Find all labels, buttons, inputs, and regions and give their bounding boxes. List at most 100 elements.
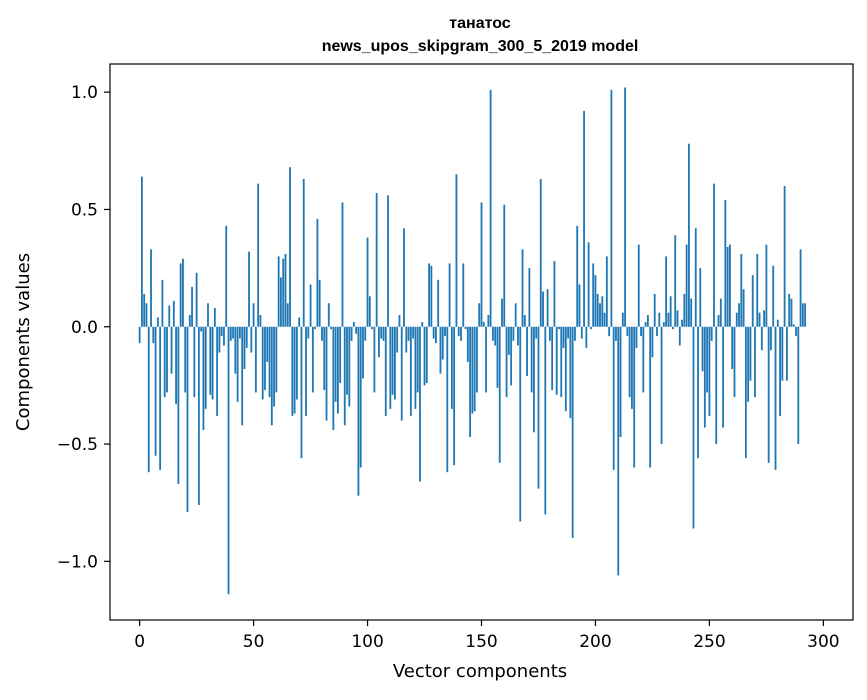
bar-201 (596, 293, 599, 327)
chart-title: танатос (449, 15, 510, 32)
bar-247 (701, 326, 704, 372)
bar-102 (371, 326, 374, 330)
bar-254 (717, 315, 720, 327)
bar-290 (799, 249, 802, 327)
bar-265 (742, 289, 745, 327)
bar-55 (264, 326, 266, 391)
bar-132 (439, 326, 442, 374)
bar-79 (318, 279, 321, 327)
bar-183 (555, 326, 558, 395)
x-axis: 0 50 100 150 200 250 300 (134, 620, 840, 652)
bar-126 (425, 326, 428, 384)
bar-7 (154, 326, 157, 456)
bar-76 (311, 326, 314, 393)
bar-288 (795, 326, 797, 337)
bar-195 (583, 110, 585, 327)
bar-177 (542, 291, 544, 327)
bar-98 (362, 326, 364, 379)
bar-121 (414, 326, 417, 409)
bar-32 (211, 326, 214, 400)
bar-69 (295, 326, 298, 400)
y-tick-label: 0.0 (71, 318, 98, 338)
bar-245 (697, 326, 699, 459)
bar-179 (546, 289, 549, 327)
bar-92 (348, 326, 351, 407)
bar-90 (343, 326, 346, 426)
bar-23 (191, 286, 193, 327)
bar-152 (485, 326, 487, 393)
bar-6 (152, 326, 155, 344)
bar-36 (220, 326, 223, 337)
bar-188 (567, 326, 570, 339)
bar-75 (309, 284, 312, 327)
bar-216 (631, 326, 633, 409)
bar-13 (168, 305, 171, 327)
bar-217 (633, 326, 636, 468)
bar-51 (254, 326, 257, 393)
bar-127 (428, 263, 430, 327)
bar-17 (177, 326, 180, 484)
bar-59 (273, 326, 276, 407)
bar-42 (234, 326, 237, 374)
bar-244 (694, 228, 697, 327)
bar-14 (170, 326, 173, 374)
bar-63 (282, 258, 285, 327)
bar-287 (792, 324, 795, 327)
bar-159 (501, 298, 503, 327)
bar-96 (357, 326, 360, 496)
bar-16 (175, 326, 177, 405)
bar-133 (441, 326, 444, 360)
bar-158 (498, 326, 501, 463)
bar-95 (355, 326, 358, 334)
bar-27 (200, 326, 203, 332)
bar-11 (163, 326, 166, 398)
bar-271 (756, 254, 759, 327)
bar-205 (605, 256, 608, 327)
bar-134 (444, 326, 446, 337)
bar-72 (302, 178, 305, 327)
bar-221 (642, 326, 645, 393)
bar-223 (646, 315, 649, 327)
bar-47 (245, 326, 248, 348)
bar-269 (751, 275, 754, 327)
bar-212 (621, 312, 624, 327)
bar-209 (615, 326, 617, 341)
bar-204 (603, 312, 606, 327)
bar-285 (788, 293, 791, 327)
bar-28 (202, 326, 205, 430)
bar-175 (537, 326, 540, 489)
bar-206 (608, 326, 611, 337)
bar-58 (270, 326, 273, 426)
chart-subtitle: news_upos_skipgram_300_5_2019 model (322, 38, 639, 55)
bar-150 (480, 202, 483, 327)
bar-184 (558, 326, 560, 330)
bar-129 (432, 326, 435, 339)
bar-111 (391, 326, 394, 395)
bar-144 (466, 326, 469, 362)
bar-139 (455, 174, 458, 327)
bar-281 (779, 326, 781, 416)
bar-154 (489, 89, 492, 327)
bar-84 (330, 326, 332, 330)
bar-24 (193, 326, 196, 398)
bar-151 (482, 322, 485, 327)
x-tick-label: 300 (807, 632, 839, 652)
bar-246 (699, 268, 702, 327)
bar-80 (321, 326, 323, 341)
bar-186 (562, 326, 565, 348)
bar-85 (332, 326, 335, 430)
bar-130 (435, 326, 437, 344)
bar-178 (544, 326, 547, 515)
bar-35 (218, 326, 221, 353)
bar-249 (706, 326, 709, 393)
bar-239 (683, 293, 686, 327)
bar-169 (523, 315, 526, 327)
bar-62 (280, 277, 282, 327)
bar-224 (649, 326, 652, 468)
bar-18 (179, 263, 182, 327)
bar-260 (731, 326, 734, 369)
bar-4 (147, 326, 150, 473)
bar-163 (510, 326, 513, 386)
bar-235 (674, 235, 677, 327)
